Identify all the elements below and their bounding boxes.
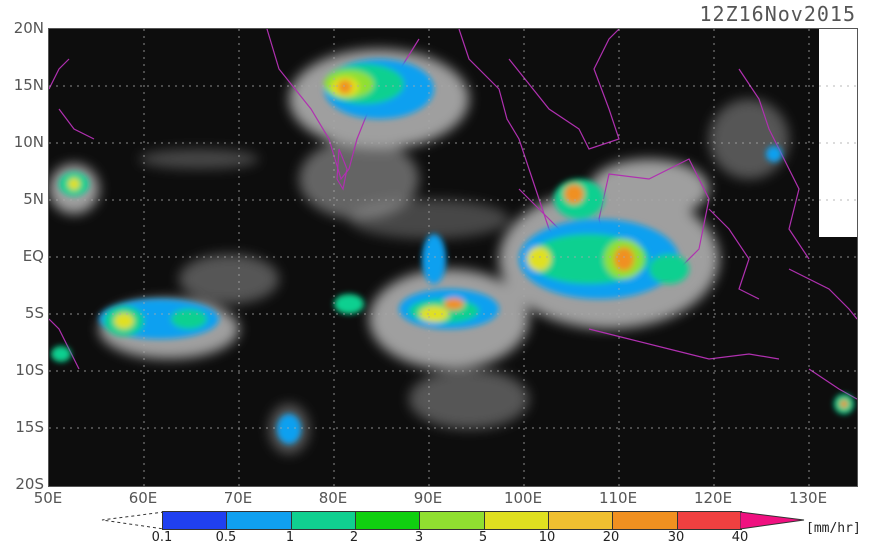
satellite-precipitation-map (48, 28, 858, 487)
lat-label-15s: 15S (15, 418, 44, 436)
colorbar-segment (291, 512, 356, 529)
colorbar-tick: 5 (478, 530, 488, 545)
lon-label-60e: 60E (128, 489, 158, 507)
colorbar-tick: 1 (285, 530, 295, 545)
lon-label-120e: 120E (693, 489, 733, 507)
colorbar-tick: 40 (731, 530, 749, 545)
lat-label-20s: 20S (15, 475, 44, 493)
lat-label-5n: 5N (23, 190, 44, 208)
colorbar-segment (227, 512, 292, 529)
lat-label-20n: 20N (13, 19, 44, 37)
colorbar-tick: 0.5 (215, 530, 237, 545)
lon-label-130e: 130E (788, 489, 828, 507)
map-canvas (49, 29, 857, 486)
colorbar-segment (163, 512, 228, 529)
lat-label-5s: 5S (24, 304, 44, 322)
colorbar-segment (548, 512, 614, 529)
lon-label-70e: 70E (223, 489, 253, 507)
lon-label-80e: 80E (318, 489, 348, 507)
colorbar-tick: 0.1 (151, 530, 173, 545)
colorbar-tick: 10 (538, 530, 556, 545)
colorbar-unit-label: [mm/hr] (806, 521, 861, 536)
precipitation-cells (51, 59, 854, 444)
colorbar-segment (613, 512, 678, 529)
colorbar-segment (355, 512, 421, 529)
no-data-region (819, 29, 857, 237)
lon-label-100e: 100E (503, 489, 543, 507)
lat-lon-grid (49, 29, 857, 486)
colorbar-segment (677, 512, 741, 529)
lon-label-90e: 90E (413, 489, 443, 507)
colorbar-upper-extension (740, 511, 805, 530)
colorbar-tick: 30 (667, 530, 685, 545)
colorbar-lower-extension (101, 511, 164, 530)
colorbar-segment (484, 512, 549, 529)
lon-label-50e: 50E (33, 489, 63, 507)
timestamp-title: 12Z16Nov2015 (699, 2, 856, 26)
colorbar (162, 511, 742, 530)
colorbar-tick: 2 (349, 530, 359, 545)
cloud-cover (49, 49, 789, 454)
colorbar-tick: 3 (414, 530, 424, 545)
lat-label-10n: 10N (13, 133, 44, 151)
colorbar-tick: 20 (602, 530, 620, 545)
lat-label-15n: 15N (13, 76, 44, 94)
lon-label-110e: 110E (598, 489, 638, 507)
colorbar-segment (420, 512, 485, 529)
lat-label-eq: EQ (22, 247, 44, 265)
lat-label-10s: 10S (15, 361, 44, 379)
